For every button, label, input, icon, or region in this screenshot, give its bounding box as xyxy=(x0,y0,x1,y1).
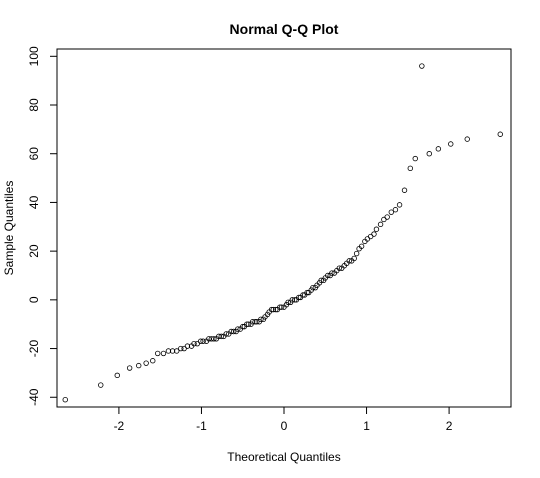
y-tick-label: -20 xyxy=(27,340,41,358)
plot-frame xyxy=(56,48,512,408)
data-point xyxy=(396,202,403,208)
data-point xyxy=(200,338,206,344)
data-point xyxy=(292,297,298,303)
data-point xyxy=(245,321,252,327)
data-point xyxy=(268,306,275,313)
data-point xyxy=(155,350,161,357)
data-point xyxy=(373,226,380,232)
data-point xyxy=(114,372,120,379)
data-point xyxy=(448,141,454,147)
data-point xyxy=(289,297,295,303)
data-point xyxy=(191,340,197,347)
data-point xyxy=(407,165,413,172)
data-point xyxy=(273,306,279,313)
data-point xyxy=(270,306,276,313)
x-axis-label: Theoretical Quantiles xyxy=(227,450,340,464)
data-point xyxy=(218,333,224,340)
data-point xyxy=(426,151,432,157)
data-point xyxy=(249,319,256,325)
chart-title: Normal Q-Q Plot xyxy=(230,21,339,37)
data-point xyxy=(244,321,250,327)
data-point xyxy=(371,231,377,237)
data-point xyxy=(160,350,167,357)
data-point xyxy=(310,284,316,291)
data-point xyxy=(150,358,156,364)
data-point xyxy=(497,131,503,137)
y-tick-label: -40 xyxy=(27,388,41,406)
data-point xyxy=(325,272,331,279)
data-point xyxy=(318,277,324,284)
data-point xyxy=(136,362,142,369)
x-tick-label: 0 xyxy=(281,419,288,433)
data-point xyxy=(346,258,352,264)
y-tick-label: 60 xyxy=(27,147,41,161)
data-point xyxy=(254,319,260,325)
data-point xyxy=(300,292,306,298)
data-point xyxy=(336,265,343,271)
data-point xyxy=(401,187,408,193)
data-point xyxy=(184,343,191,349)
data-point xyxy=(165,348,172,354)
y-axis-label: Sample Quantiles xyxy=(2,181,16,276)
data-point xyxy=(367,233,374,240)
data-point xyxy=(230,328,237,335)
data-point xyxy=(435,146,442,152)
data-point xyxy=(278,304,285,310)
data-point xyxy=(412,155,418,162)
data-point xyxy=(235,326,241,332)
data-point xyxy=(351,255,357,262)
data-points xyxy=(62,63,503,403)
data-point xyxy=(169,348,176,354)
x-tick-label: -2 xyxy=(114,419,125,433)
y-axis: -40 -20 0 20 40 60 80 100 xyxy=(27,46,58,406)
y-tick-label: 20 xyxy=(27,244,41,258)
y-tick-label: 40 xyxy=(27,195,41,209)
y-tick-label: 100 xyxy=(27,46,41,66)
data-point xyxy=(252,319,258,325)
data-point xyxy=(285,299,291,305)
data-point xyxy=(464,136,470,142)
data-point xyxy=(258,316,264,323)
data-point xyxy=(143,360,149,366)
x-axis: -2 -1 0 1 2 xyxy=(114,406,453,433)
data-point xyxy=(194,340,201,347)
data-point xyxy=(181,345,187,352)
data-point xyxy=(377,221,384,228)
data-point xyxy=(240,323,246,330)
data-point xyxy=(126,365,133,371)
data-point xyxy=(296,294,302,301)
data-point xyxy=(304,289,310,296)
x-tick-label: -1 xyxy=(196,419,207,433)
data-point xyxy=(381,216,387,223)
x-tick-label: 1 xyxy=(363,419,370,433)
y-tick-label: 0 xyxy=(27,296,41,303)
data-point xyxy=(62,396,68,403)
data-point xyxy=(358,243,365,249)
data-point xyxy=(223,331,229,337)
data-point xyxy=(211,336,217,342)
x-tick-label: 2 xyxy=(446,419,453,433)
data-point xyxy=(173,348,180,354)
data-point xyxy=(277,304,283,310)
data-point xyxy=(98,382,104,388)
data-point xyxy=(329,270,335,276)
data-point xyxy=(178,345,184,352)
data-point xyxy=(353,250,360,257)
data-point xyxy=(384,214,390,220)
data-point xyxy=(388,209,395,215)
data-point xyxy=(197,338,204,344)
data-point xyxy=(392,207,399,213)
y-tick-label: 80 xyxy=(27,98,41,112)
data-point xyxy=(419,63,425,69)
